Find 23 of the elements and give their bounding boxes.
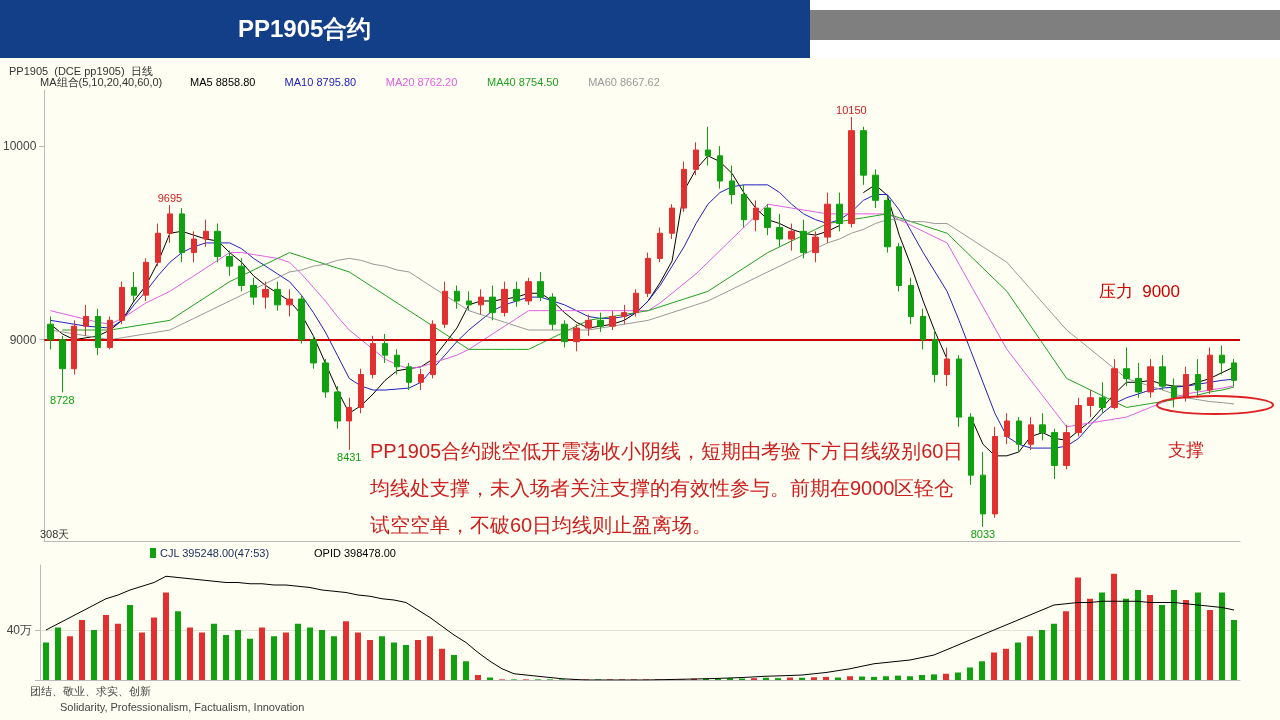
y-tick-label: 40万	[6, 623, 32, 637]
annotation: 支撑	[1168, 440, 1204, 460]
annotation: 8728	[50, 393, 75, 406]
ref-line-label: 压力 9000	[1098, 281, 1180, 301]
annotation: 8033	[970, 528, 996, 541]
text: MA20 8762.20	[385, 75, 458, 88]
chart-title: PP1905合约	[238, 14, 372, 44]
text: MA60 8667.62	[588, 75, 660, 88]
text: OPID 398478.00	[314, 546, 396, 559]
annotation: 10150	[836, 103, 867, 116]
y-tick-label: 9000	[9, 332, 37, 347]
annotation: 9695	[157, 191, 183, 204]
annotation: PP1905合约跳空低开震荡收小阴线，短期由考验下方日线级别60日均线处支撑，未入场者关注支撑的有效性参与。前期在9000区轻仓试空空单，不破60日均线则止盈离场。	[369, 439, 964, 536]
text: MA10 8795.80	[284, 75, 357, 88]
text: MA40 8754.50	[487, 75, 559, 88]
text: 团结、敬业、求实、创新	[30, 684, 151, 697]
text: MA5 8858.80	[190, 75, 256, 88]
chart-subtitle: PP1905 (DCE pp1905) 日线	[9, 64, 153, 77]
annotation: 8431	[337, 451, 362, 464]
legend-label: CJL 395248.00(47:53)	[160, 546, 270, 559]
annotation: 308天	[40, 527, 70, 540]
y-tick-label: 10000	[2, 139, 37, 154]
text: Solidarity, Professionalism, Factualism, Innovation	[60, 700, 305, 713]
